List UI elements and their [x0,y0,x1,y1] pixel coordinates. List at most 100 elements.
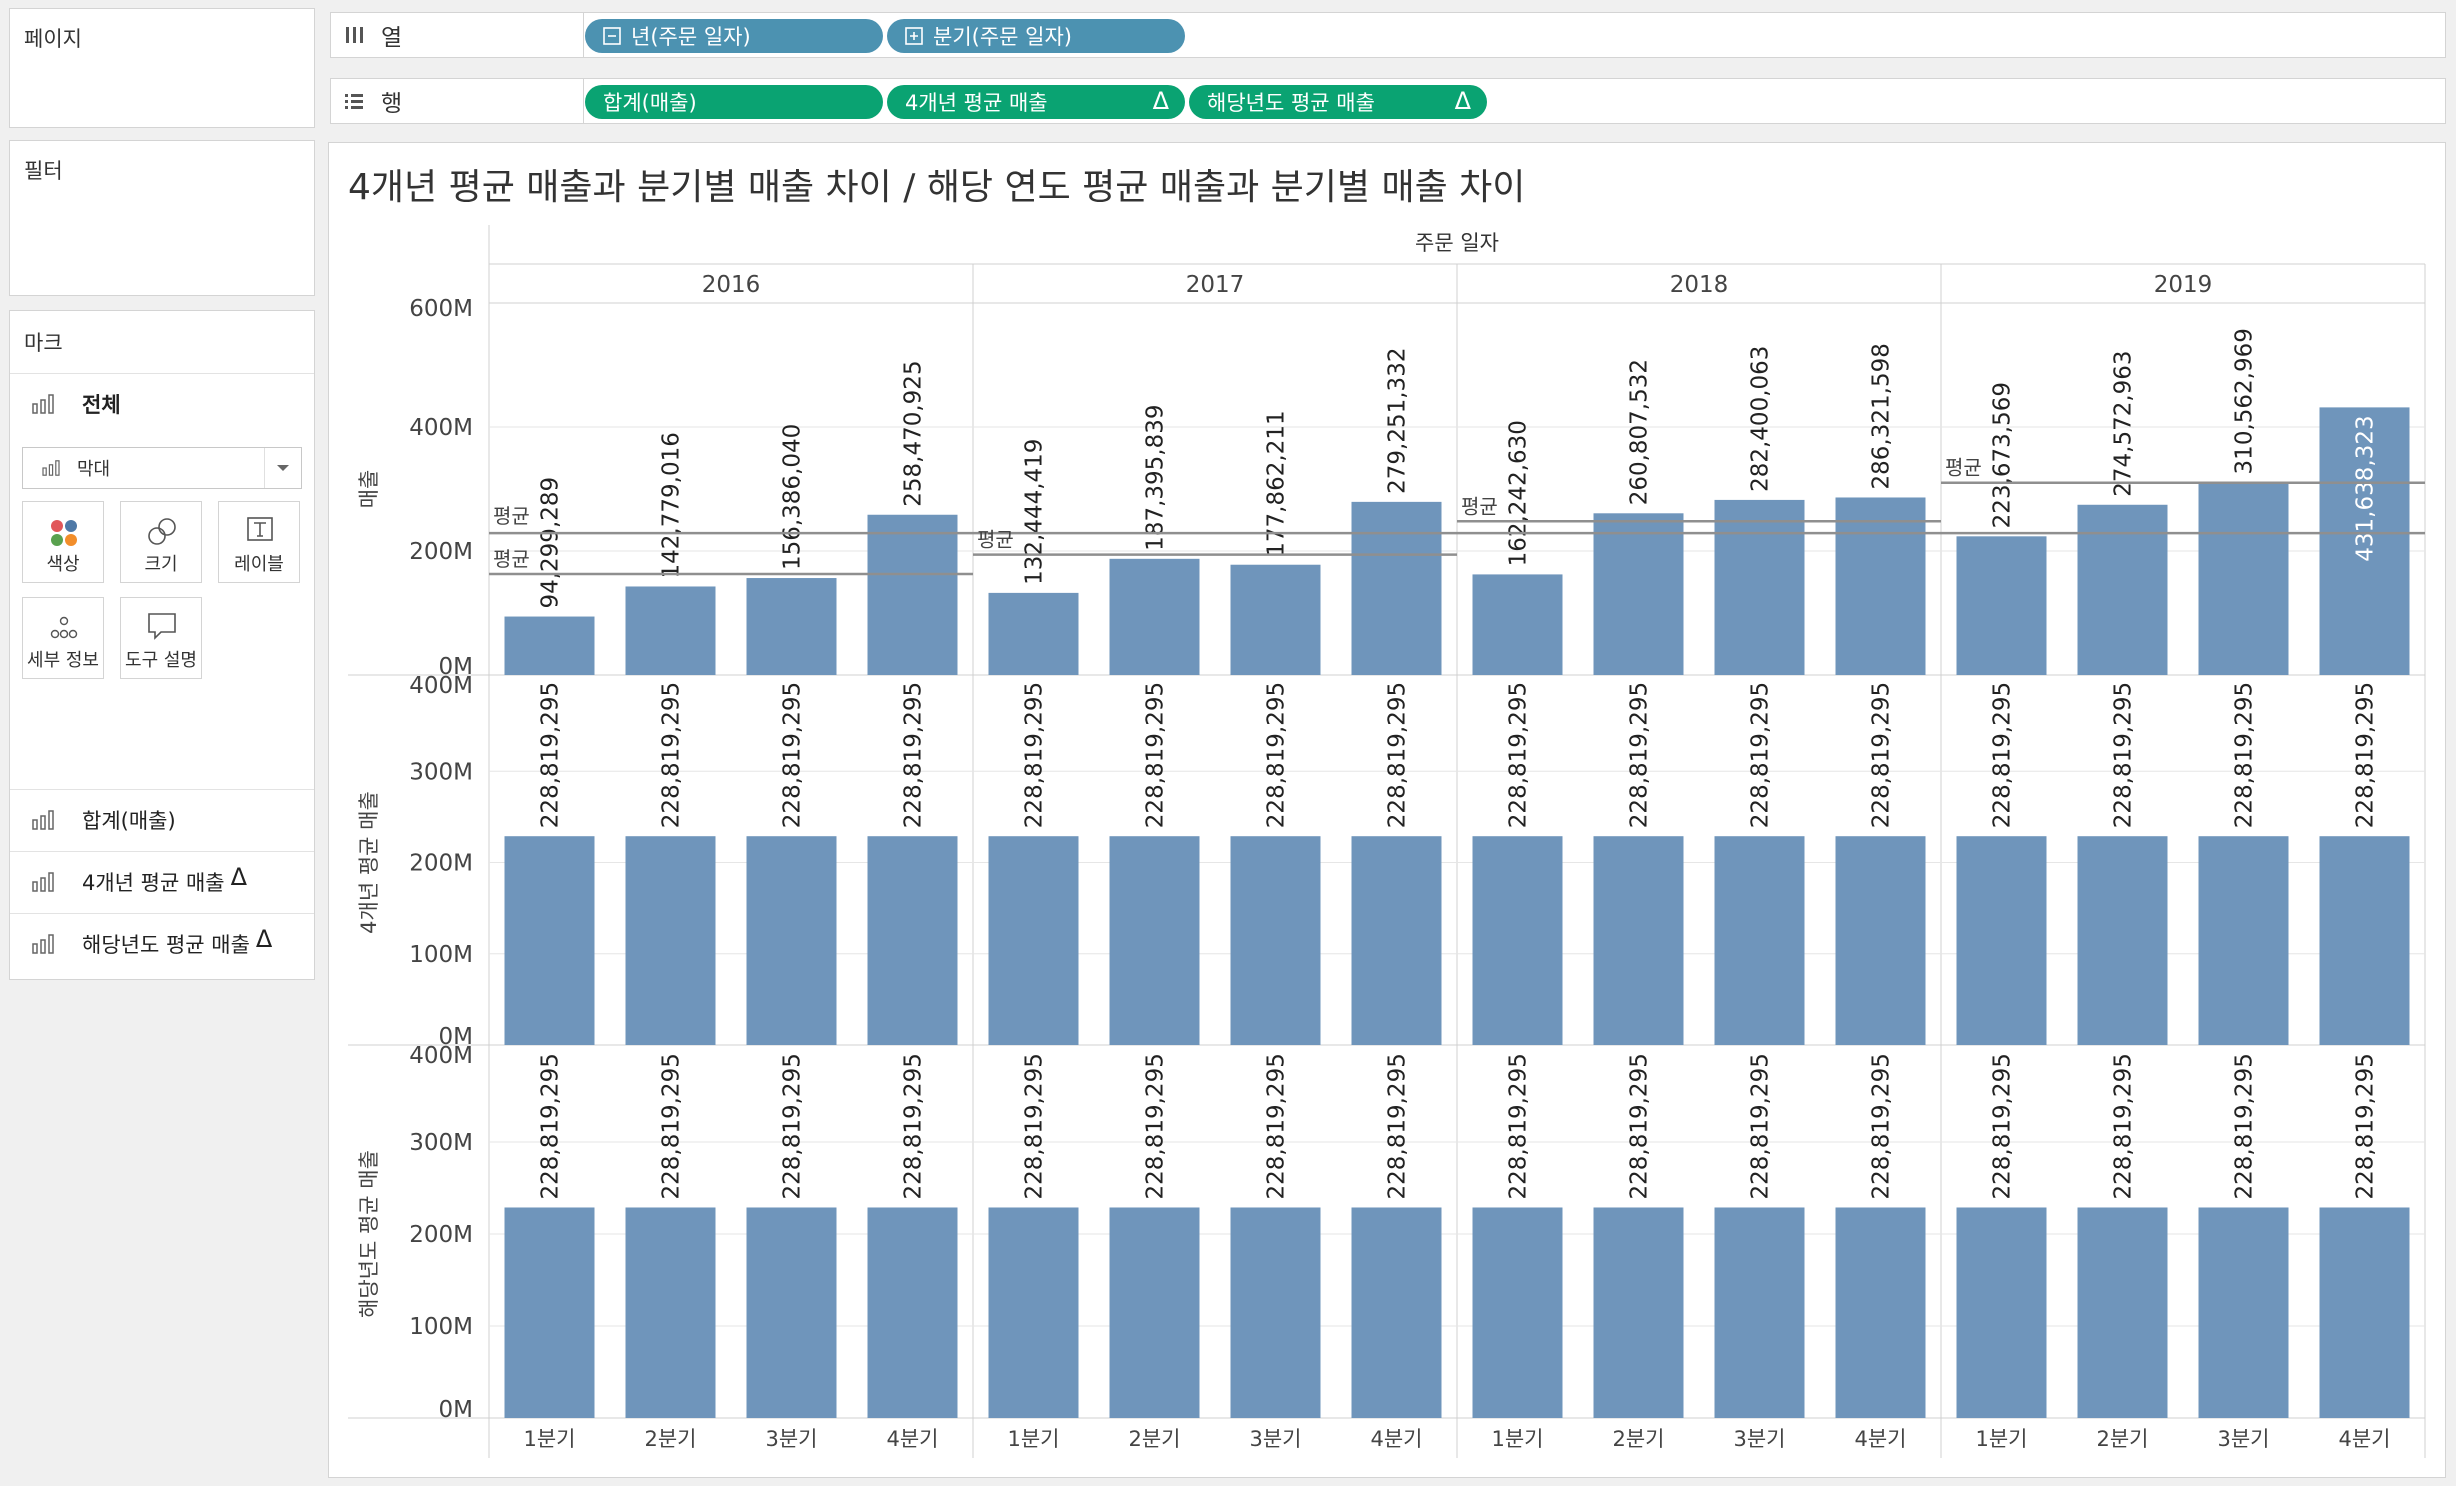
reference-line-label: 평균 [1461,494,1498,518]
bar-chart-icon [32,871,54,892]
bar [1472,574,1563,675]
measure-row[interactable]: 해당년도 평균 매출 Δ [10,913,314,973]
bar [1593,513,1684,675]
x-tick-label: 2분기 [1128,1427,1180,1451]
y-axis-label: 매출 [357,470,381,509]
bar-value-label: 228,819,295 [2353,682,2379,828]
expand-plus-icon [905,27,923,45]
pill-label: 합계(매출) [603,91,697,115]
tooltip-button[interactable]: 도구 설명 [120,597,202,679]
y-axis-label: 해당년도 평균 매출 [357,1150,381,1318]
delta-icon: Δ [230,862,248,891]
marks-all-row[interactable]: 전체 [10,373,314,433]
y-tick-label: 400M [409,1043,473,1069]
x-tick-label: 1분기 [1975,1427,2027,1451]
reference-line-label: 평균 [977,528,1014,552]
delta-icon: Δ [1454,87,1471,115]
pages-card[interactable]: 페이지 [9,8,315,128]
x-tick-label: 4분기 [2338,1427,2390,1451]
pill-sum-sales[interactable]: 합계(매출) [585,85,883,119]
rows-shelf[interactable]: 행 합계(매출) 4개년 평균 매출 Δ 해당년도 평균 매출 Δ [330,78,2446,124]
size-button[interactable]: 크기 [120,501,202,583]
bar [1835,497,1926,675]
bar-value-label: 228,819,295 [1869,1053,1895,1199]
y-tick-label: 300M [409,1130,473,1156]
bar [504,616,595,675]
bar-value-label: 286,321,598 [1869,343,1895,489]
bar [1714,836,1805,1045]
pill-year-order-date[interactable]: 년(주문 일자) [585,19,883,53]
bar [988,836,1079,1045]
bar [867,1207,958,1418]
pill-4yr-average-sales[interactable]: 4개년 평균 매출 Δ [887,85,1185,119]
bar [1109,558,1200,675]
bar [1351,501,1442,675]
year-header-2017: 2017 [1186,272,1245,298]
bar-chart-icon [42,460,60,476]
delta-icon: Δ [255,924,273,953]
bar-value-label: 279,251,332 [1385,348,1411,494]
reference-line-label: 평균 [493,547,530,571]
bar-value-label: 228,819,295 [538,682,564,828]
bar-value-label: 228,819,295 [1143,1053,1169,1199]
bar-value-label: 310,562,969 [2232,328,2258,474]
bar [625,586,716,675]
bar-value-label: 162,242,630 [1506,420,1532,566]
mark-type-select[interactable]: 막대 [22,447,302,489]
x-tick-label: 3분기 [2217,1427,2269,1451]
bar [625,836,716,1045]
bar [1351,836,1442,1045]
x-tick-label: 4분기 [1370,1427,1422,1451]
bar-value-label: 228,819,295 [1264,682,1290,828]
pill-label: 해당년도 평균 매출 [1207,91,1375,115]
y-tick-label: 400M [409,415,473,441]
color-button[interactable]: 색상 [22,501,104,583]
measure-row[interactable]: 4개년 평균 매출 Δ [10,851,314,911]
columns-shelf-label: 열 [381,25,403,51]
x-tick-label: 1분기 [1007,1427,1059,1451]
bar-value-label: 228,819,295 [1748,1053,1774,1199]
bar-value-label: 223,673,569 [1990,382,2016,528]
bar [1351,1207,1442,1418]
measure-label: 합계(매출) [82,808,176,833]
year-header-2016: 2016 [702,272,761,298]
y-tick-label: 0M [439,654,473,680]
pill-year-average-sales[interactable]: 해당년도 평균 매출 Δ [1189,85,1487,119]
x-tick-label: 4분기 [1854,1427,1906,1451]
label-button[interactable]: 레이블 [218,501,300,583]
bar [1109,1207,1200,1418]
filters-card[interactable]: 필터 [9,140,315,296]
bar-value-label: 228,819,295 [1506,682,1532,828]
pill-quarter-order-date[interactable]: 분기(주문 일자) [887,19,1185,53]
label-label: 레이블 [234,554,284,575]
bar-value-label: 228,819,295 [1748,682,1774,828]
filters-title: 필터 [24,159,63,183]
bar [2198,1207,2289,1418]
bar-value-label: 228,819,295 [1627,1053,1653,1199]
bar [2198,482,2289,675]
rows-icon [345,94,363,109]
bar [988,1207,1079,1418]
bar-value-label: 228,819,295 [538,1053,564,1199]
bar [2077,504,2168,675]
bar [1230,564,1321,675]
bar [988,592,1079,675]
y-tick-label: 0M [439,1024,473,1050]
bar [1835,836,1926,1045]
measure-row[interactable]: 합계(매출) [10,789,314,849]
bar-value-label: 228,819,295 [780,682,806,828]
detail-button[interactable]: 세부 정보 [22,597,104,679]
bar-value-label: 228,819,295 [2111,1053,2137,1199]
columns-icon [346,27,363,43]
bar-value-label: 132,444,419 [1022,439,1048,585]
bar-value-label: 228,819,295 [901,682,927,828]
bar-value-label: 274,572,963 [2111,350,2137,496]
x-tick-label: 2분기 [2096,1427,2148,1451]
columns-shelf[interactable]: 열 년(주문 일자) 분기(주문 일자) [330,12,2446,58]
measure-label: 4개년 평균 매출 [82,870,225,895]
bar [1230,836,1321,1045]
bar-value-label: 228,819,295 [659,682,685,828]
bar-value-label: 228,819,295 [780,1053,806,1199]
y-tick-label: 400M [409,673,473,699]
